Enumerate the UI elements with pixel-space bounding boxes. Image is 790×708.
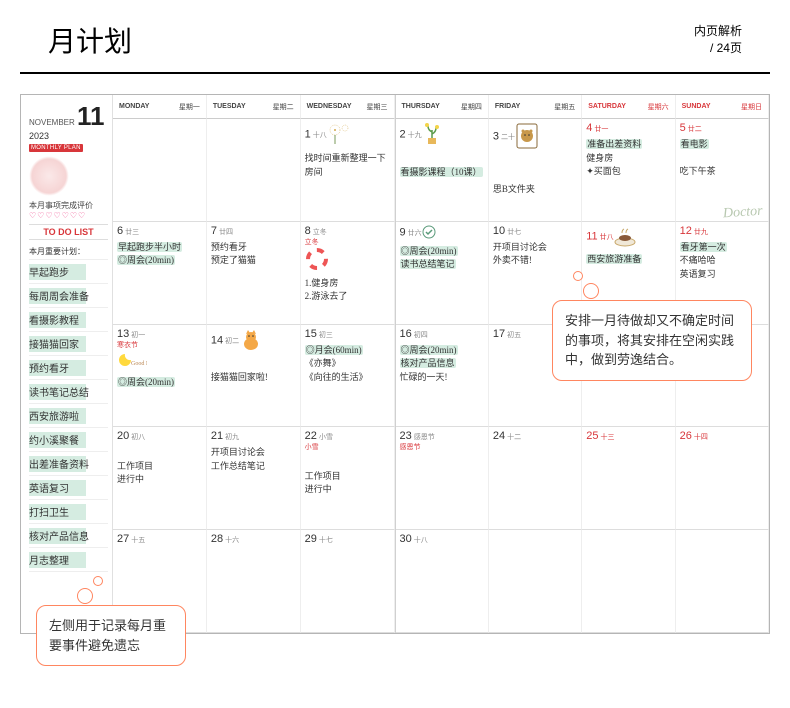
calendar-cell: 3二十思B文件夹 (489, 119, 582, 222)
hearts-icon: ♡♡♡♡♡♡♡ (29, 211, 108, 220)
calendar-cell: 6廿三早起跑步半小时◎周会(20min) (113, 222, 207, 325)
day-header: TUESDAY星期二 (207, 95, 301, 119)
calendar-cell: 30十八 (396, 530, 489, 633)
plant-icon (422, 122, 442, 148)
day-header: THURSDAY星期四 (396, 95, 489, 119)
month-number: 11 (77, 101, 105, 131)
calendar-cell: 13初一寒衣节Good Night◎周会(20min) (113, 325, 207, 428)
todo-item: 月志整理 (29, 548, 108, 572)
doctor-sticker: Doctor (723, 204, 764, 223)
monthly-plan-badge: MONTHLY PLAN (29, 144, 83, 152)
year: 2023 (29, 131, 108, 141)
calendar-cell: 8立冬立冬1.健身房2.游泳去了 (301, 222, 395, 325)
calendar-cell: 28十六 (207, 530, 301, 633)
todo-item: 早起跑步 (29, 260, 108, 284)
dandelion-icon (327, 122, 351, 148)
planner-spread: NOVEMBER 11 2023 MONTHLY PLAN 本月事项完成评价 ♡… (20, 94, 770, 634)
calendar-cell: 20初八工作项目进行中 (113, 427, 207, 530)
calendar-grid-left: MONDAY星期一TUESDAY星期二WEDNESDAY星期三1十八找时间重新整… (113, 95, 395, 633)
page-left: NOVEMBER 11 2023 MONTHLY PLAN 本月事项完成评价 ♡… (21, 95, 396, 633)
page-meta: 内页解析 / 24页 (694, 23, 742, 57)
calendar-cell: 25十三 (582, 427, 675, 530)
calendar-cell: 7廿四预约看牙预定了猫猫 (207, 222, 301, 325)
cat-icon (239, 328, 263, 354)
stamp-decoration (29, 156, 69, 196)
meta-line2: / 24页 (694, 40, 742, 57)
lifebuoy-icon (305, 247, 329, 273)
sidebar: NOVEMBER 11 2023 MONTHLY PLAN 本月事项完成评价 ♡… (21, 95, 113, 633)
calendar-cell: 2十九看摄影课程（10课） (396, 119, 489, 222)
todo-item: 接猫猫回家 (29, 332, 108, 356)
calendar-cell: 21初九开项目讨论会工作总结笔记 (207, 427, 301, 530)
day-header: MONDAY星期一 (113, 95, 207, 119)
calendar-cell: 23感恩节感恩节 (396, 427, 489, 530)
todo-item: 核对产品信息 (29, 524, 108, 548)
calendar-cell (207, 119, 301, 222)
todo-item: 约小溪聚餐 (29, 428, 108, 452)
day-header: FRIDAY星期五 (489, 95, 582, 119)
calendar-cell (676, 530, 769, 633)
calendar-cell: 16初四◎周会(20min)核对产品信息忙碌的一天! (396, 325, 489, 428)
todo-item: 打扫卫生 (29, 500, 108, 524)
page-title: 月计划 (48, 20, 132, 60)
todo-item: 预约看牙 (29, 356, 108, 380)
todo-item: 英语复习 (29, 476, 108, 500)
todo-item: 出差准备资料 (29, 452, 108, 476)
bear-icon (515, 122, 539, 152)
calendar-cell: 14初二接猫猫回家啦! (207, 325, 301, 428)
todo-item: 西安旅游啦 (29, 404, 108, 428)
day-header: SUNDAY星期日 (676, 95, 769, 119)
calendar-cell: 29十七 (301, 530, 395, 633)
day-header: WEDNESDAY星期三 (301, 95, 395, 119)
callout-right: 安排一月待做却又不确定时间的事项，将其安排在空闲实践中，做到劳逸结合。 (552, 300, 752, 381)
calendar-cell: 24十二 (489, 427, 582, 530)
calendar-cell: 22小雪小雪工作项目进行中 (301, 427, 395, 530)
calendar-cell (489, 530, 582, 633)
calendar-cell (113, 119, 207, 222)
calendar-cell: 15初三◎月会(60min)《亦舞》《向往的生活》 (301, 325, 395, 428)
header: 月计划 内页解析 / 24页 (20, 0, 770, 74)
calendar-cell: 26十四 (676, 427, 769, 530)
eval-label: 本月事项完成评价 (29, 200, 108, 211)
callout-left: 左侧用于记录每月重要事件避免遗忘 (36, 605, 186, 666)
goodnight-icon: Good Night (117, 350, 147, 372)
calendar-cell (582, 530, 675, 633)
todo-list: 早起跑步每周周会准备看摄影教程接猫猫回家预约看牙读书笔记总结西安旅游啦约小溪聚餐… (29, 260, 108, 572)
calendar-cell: 4廿一准备出差资料 健身房✦买面包 (582, 119, 675, 222)
meta-line1: 内页解析 (694, 23, 742, 40)
check-icon (422, 225, 436, 241)
calendar-cell: 9廿六◎周会(20min)读书总结笔记 (396, 222, 489, 325)
month-en: NOVEMBER (29, 118, 75, 127)
svg-text:Good Night: Good Night (131, 361, 147, 367)
coffee-icon (614, 225, 640, 249)
plan-label: 本月重要计划： (29, 244, 108, 260)
todo-list-label: TO DO LIST (29, 224, 108, 240)
todo-item: 每周周会准备 (29, 284, 108, 308)
todo-item: 看摄影教程 (29, 308, 108, 332)
calendar-cell: 1十八找时间重新整理一下房间 (301, 119, 395, 222)
day-header: SATURDAY星期六 (582, 95, 675, 119)
todo-item: 读书笔记总结 (29, 380, 108, 404)
